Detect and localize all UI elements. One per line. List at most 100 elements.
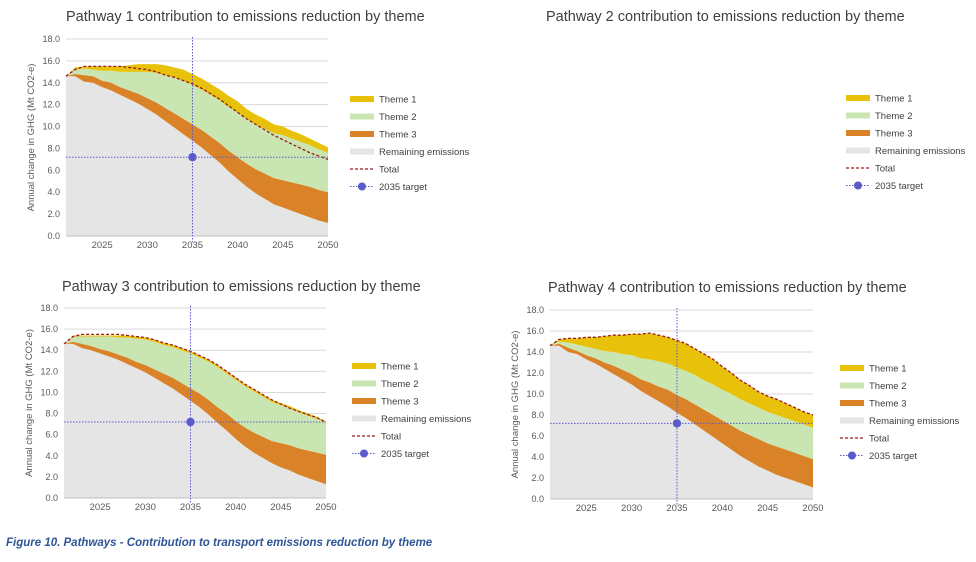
y-tick-label: 12.0 <box>42 100 60 110</box>
legend-swatch <box>840 417 864 424</box>
chart-svg: 0.0 2.0 4.0 6.0 8.0 10.0 12.0 14.0 16.0 18.0 2025 2… <box>510 305 960 514</box>
chart-panel-1: Pathway 1 contribution to emissions redu… <box>0 0 488 270</box>
legend-swatch <box>854 181 862 190</box>
y-tick-label: 14.0 <box>526 347 544 357</box>
legend: Theme 1 Theme 2 Theme 3 Remaining emissions… <box>350 95 470 193</box>
chart-title: Pathway 2 contribution to emissions redu… <box>546 9 905 25</box>
legend-swatch <box>848 451 856 460</box>
area-theme-1 <box>550 333 813 428</box>
legend-label: 2035 target <box>379 182 427 193</box>
target-marker <box>188 153 197 162</box>
y-tick-label: 0.0 <box>45 493 58 503</box>
legend-swatch <box>352 398 376 404</box>
x-tick-label: 2035 <box>180 502 201 513</box>
legend: Theme 1 Theme 2 Theme 3 Remaining emissions… <box>352 362 472 460</box>
chart-panel-3: Pathway 3 contribution to emissions redu… <box>0 270 488 532</box>
legend-swatch <box>846 130 870 136</box>
legend-label: Theme 3 <box>381 397 419 408</box>
y-tick-label: 8.0 <box>47 143 60 153</box>
y-tick-label: 0.0 <box>531 494 544 504</box>
legend-label: Total <box>875 164 895 175</box>
legend-swatch <box>358 182 366 191</box>
legend-label: Remaining emissions <box>869 416 960 427</box>
legend-label: Remaining emissions <box>379 147 470 158</box>
chart-title: Pathway 4 contribution to emissions redu… <box>548 280 907 296</box>
x-tick-label: 2050 <box>317 240 338 251</box>
x-tick-label: 2045 <box>272 240 293 251</box>
y-tick-label: 8.0 <box>45 409 58 419</box>
y-tick-label: 2.0 <box>45 472 58 482</box>
area-theme-3 <box>64 341 326 485</box>
y-tick-label: 0.0 <box>47 231 60 241</box>
area-theme-2 <box>550 341 813 460</box>
y-tick-label: 12.0 <box>40 366 58 376</box>
y-tick-label: 6.0 <box>45 430 58 440</box>
area-remaining-emissions <box>64 343 326 498</box>
legend-swatch <box>352 415 376 422</box>
legend-label: 2035 target <box>869 451 917 462</box>
legend-label: Total <box>869 434 889 445</box>
target-marker <box>672 419 682 428</box>
y-axis-label: Annual change in GHG (Mt CO2-e) <box>510 331 521 479</box>
legend-swatch <box>352 380 376 387</box>
legend-swatch <box>840 365 864 371</box>
x-tick-label: 2025 <box>92 240 113 251</box>
legend-label: Total <box>381 432 401 443</box>
y-tick-label: 4.0 <box>531 452 544 462</box>
legend-label: Remaining emissions <box>381 414 472 425</box>
y-tick-label: 18.0 <box>42 34 60 44</box>
total-line <box>549 332 814 416</box>
area-remaining-emissions <box>66 76 328 237</box>
total-line <box>63 333 327 423</box>
legend-swatch <box>846 112 870 119</box>
area-theme-3 <box>66 74 328 223</box>
legend-label: Theme 2 <box>869 381 907 392</box>
area-theme-1 <box>66 64 328 153</box>
legend-label: Theme 2 <box>875 111 913 122</box>
y-tick-label: 14.0 <box>42 78 60 88</box>
y-tick-label: 2.0 <box>47 209 60 219</box>
area-theme-3 <box>550 343 813 488</box>
area-theme-2 <box>64 336 326 455</box>
x-tick-label: 2030 <box>135 502 156 513</box>
chart-title: Pathway 1 contribution to emissions redu… <box>66 9 425 25</box>
y-tick-label: 4.0 <box>47 187 60 197</box>
y-tick-label: 4.0 <box>45 451 58 461</box>
legend-label: Theme 1 <box>379 95 417 106</box>
y-tick-label: 14.0 <box>40 345 58 355</box>
x-tick-label: 2035 <box>666 503 687 514</box>
legend: Theme 1 Theme 2 Theme 3 Remaining emissions… <box>840 364 960 462</box>
area-theme-2 <box>66 68 328 193</box>
total-line <box>65 65 329 161</box>
x-tick-label: 2030 <box>137 240 158 251</box>
chart-panel-4: Pathway 4 contribution to emissions redu… <box>488 270 976 532</box>
target-marker <box>186 417 195 427</box>
legend-swatch <box>846 147 870 154</box>
x-tick-label: 2040 <box>227 240 248 251</box>
y-tick-label: 16.0 <box>42 56 60 66</box>
x-tick-label: 2050 <box>802 503 823 514</box>
y-tick-label: 18.0 <box>40 303 58 313</box>
legend-swatch <box>350 131 374 137</box>
legend-swatch <box>840 400 864 406</box>
y-tick-label: 2.0 <box>531 473 544 483</box>
y-tick-label: 10.0 <box>40 387 58 397</box>
legend-swatch <box>350 148 374 155</box>
legend-label: Theme 3 <box>869 399 907 410</box>
legend-label: Theme 1 <box>869 364 907 375</box>
legend-label: Theme 3 <box>875 129 913 140</box>
area-remaining-emissions <box>550 345 813 499</box>
legend-label: 2035 target <box>381 449 429 460</box>
y-tick-label: 16.0 <box>526 326 544 336</box>
y-tick-label: 6.0 <box>47 165 60 175</box>
legend-label: Total <box>379 165 399 176</box>
legend: Theme 1 Theme 2 Theme 3 Remaining emissions… <box>846 94 966 192</box>
x-tick-label: 2045 <box>270 502 291 513</box>
chart-svg: 0.0 2.0 4.0 6.0 8.0 10.0 12.0 14.0 16.0 18.0 2025 2… <box>26 34 470 251</box>
chart-panel-2: Pathway 2 contribution to emissions redu… <box>488 0 976 270</box>
x-tick-label: 2035 <box>182 240 203 251</box>
chart-title: Pathway 3 contribution to emissions redu… <box>62 279 421 295</box>
legend-swatch <box>360 449 368 458</box>
y-axis-label: Annual change in GHG (Mt CO2-e) <box>24 329 35 477</box>
legend-swatch <box>846 95 870 101</box>
